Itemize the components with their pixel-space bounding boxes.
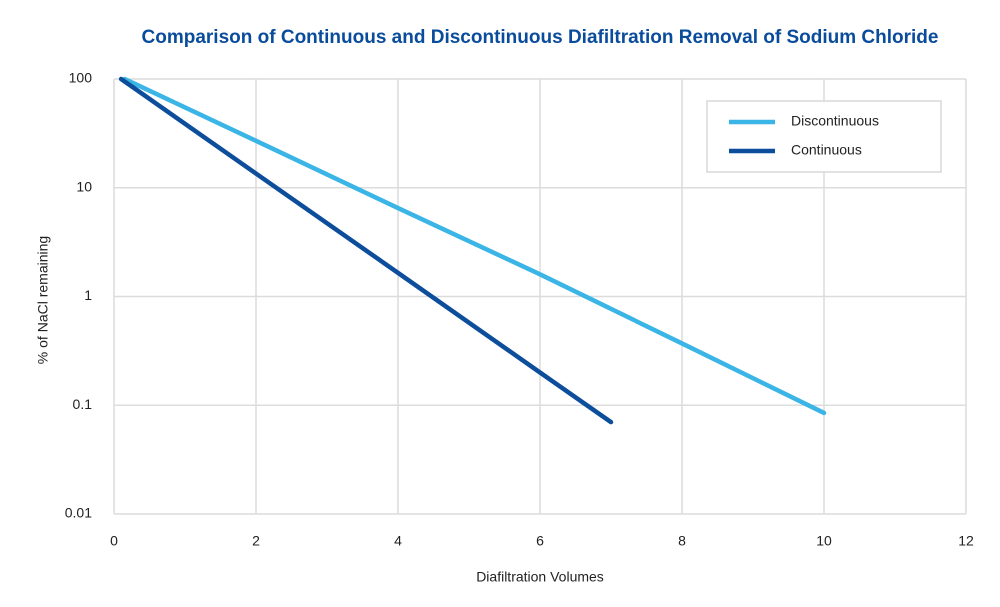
x-tick-label: 12 <box>958 533 974 549</box>
x-tick-label: 0 <box>110 533 118 549</box>
y-tick-label: 0.01 <box>65 505 92 521</box>
legend-label: Continuous <box>791 142 862 158</box>
legend-label: Discontinuous <box>791 113 879 129</box>
x-tick-label: 10 <box>816 533 832 549</box>
x-tick-label: 2 <box>252 533 260 549</box>
data-line <box>118 76 614 425</box>
y-tick-label: 0.1 <box>73 396 93 412</box>
y-tick-label: 100 <box>69 70 93 86</box>
y-axis-label: % of NaCl remaining <box>35 236 51 364</box>
data-line <box>122 76 827 416</box>
legend-box <box>706 100 942 173</box>
x-tick-label: 4 <box>394 533 402 549</box>
chart-title: Comparison of Continuous and Discontinuo… <box>142 27 939 48</box>
x-tick-label: 8 <box>678 533 686 549</box>
y-tick-label: 10 <box>76 178 92 194</box>
x-tick-label: 6 <box>536 533 544 549</box>
x-axis-label: Diafiltration Volumes <box>476 569 604 585</box>
y-tick-label: 1 <box>84 287 92 303</box>
